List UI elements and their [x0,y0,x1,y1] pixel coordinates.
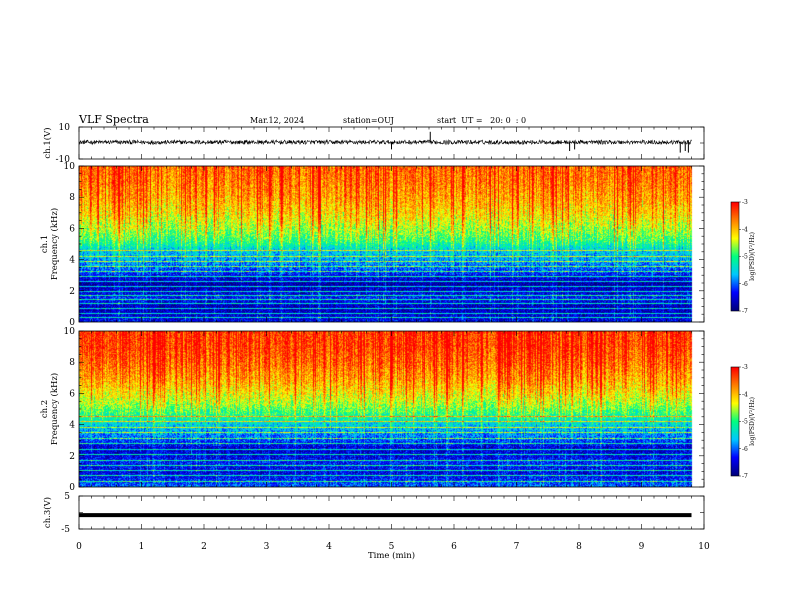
ch1-spectrogram-ylabel-channel: ch.1 [40,235,50,253]
start-ut-label: start UT = 20: 0 : 0 [437,116,526,125]
ch1-colorbar-gradient [731,202,739,311]
ch1-ytick-bottom: -10 [56,155,71,165]
ch2-spectrogram-panel: 0 2 4 6 8 10 ch.2 Frequency (kHz) -3 -4 -5 -6 -7 … [40,327,756,493]
time-axis-tick-labels: 0 1 2 3 4 5 6 7 8 9 10 [76,542,710,552]
ch3-waveform-frame [78,495,705,530]
p3-colorbar-tick-label: -6 [742,446,748,453]
ch1-colorbar: -3 -4 -5 -6 -7 log(PSD)(V²/Hz) [730,199,756,315]
ch1-spectrogram-ytick-label: 8 [69,193,75,203]
date-label: Mar.12, 2024 [250,116,304,125]
p3-colorbar-tick-label: -4 [742,391,748,398]
ch2-spectrogram-ytick-label: 2 [69,452,75,462]
time-axis-tick-label: 1 [139,542,145,552]
ch1-spectrogram-heatmap [79,166,704,322]
ch2-spectrogram-ylabel-frequency: Frequency (kHz) [49,373,60,445]
ch1-spectrogram-ytick-label: 6 [69,224,75,234]
time-axis-tick-label: 7 [514,542,520,552]
ch1-colorbar-image-holder [731,202,739,311]
time-axis-tick-label: 9 [639,542,645,552]
time-axis-tick-label: 5 [389,542,395,552]
time-axis-tick-label: 8 [576,542,582,552]
ch2-colorbar-ticks: -3 -4 -5 -6 -7 [739,364,748,480]
ch1-spectrogram-ytick-labels: 0 2 4 6 8 10 [64,162,76,328]
ch2-spectrogram-ytick-label: 8 [69,358,75,368]
p2-colorbar-tick-label: -5 [742,254,748,261]
station-label: station=OUJ [343,116,394,125]
ch2-spectrogram-ylabel-channel: ch.2 [40,400,50,418]
p2-colorbar-tick-label: -4 [742,226,748,233]
ch3-waveform-panel: 5 -5 ch.3(V) 0 1 2 3 4 5 6 7 8 9 10 Time (min) [42,492,710,561]
ch1-ytick-top: 10 [59,123,71,133]
ch2-colorbar-image-holder [731,367,739,476]
ch2-spectrogram-heatmap [79,331,704,487]
ch1-colorbar-label: log(PSD)(V²/Hz) [749,232,756,281]
figure-title: VLF Spectra [78,113,149,126]
ch1-spectrogram-ytick-label: 2 [69,287,75,297]
p3-colorbar-tick-label: -5 [742,419,748,426]
ch1-waveform-ylabel: ch.1(V) [42,127,53,158]
time-axis-tick-label: 4 [326,542,332,552]
ch1-spectrogram-panel: 0 2 4 6 8 10 ch.1 Frequency (kHz) -3 -4 -5 -6 -7 … [40,162,756,328]
ch1-waveform-trace [78,131,692,153]
ch2-spectrogram-frame [78,330,705,488]
time-axis-tick-label: 2 [201,542,207,552]
ch3-waveform-ticks [78,495,705,530]
ch2-colorbar: -3 -4 -5 -6 -7 log(PSD)(V²/Hz) [730,364,756,480]
time-axis-tick-label: 6 [451,542,457,552]
ch3-ytick-bottom: -5 [61,525,70,535]
ch1-spectrogram-ytick-label: 10 [64,162,76,172]
ch2-spectrogram-ytick-label: 0 [69,483,75,493]
p2-colorbar-tick-label: -3 [742,199,748,206]
ch2-spectrogram-ytick-label: 6 [69,389,75,399]
ch3-ytick-top: 5 [64,492,70,502]
time-axis-tick-label: 3 [264,542,270,552]
time-axis-label: Time (min) [368,550,415,561]
ch2-spectrogram-ytick-label: 10 [64,327,76,337]
ch1-spectrogram-ylabel-frequency: Frequency (kHz) [49,208,60,280]
ch1-spectrogram-ytick-label: 4 [69,256,75,266]
ch2-colorbar-label: log(PSD)(V²/Hz) [749,397,756,446]
ch1-colorbar-ticks: -3 -4 -5 -6 -7 [739,199,748,315]
p2-colorbar-tick-label: -6 [742,281,748,288]
p2-colorbar-tick-label: -7 [742,308,748,315]
ch1-waveform-panel: 10 -10 ch.1(V) [42,123,705,165]
time-axis-tick-label: 0 [76,542,82,552]
time-axis-tick-label: 10 [698,542,710,552]
ch1-waveform-frame [78,126,705,160]
ch2-spectrogram-image-holder [79,331,704,487]
ch3-waveform-ylabel: ch.3(V) [42,497,53,528]
ch1-waveform-line [78,138,692,146]
ch2-spectrogram-ytick-label: 4 [69,421,75,431]
ch2-spectrogram-ytick-labels: 0 2 4 6 8 10 [64,327,76,493]
ch1-spectrogram-frame [78,165,705,323]
ch1-spectrogram-image-holder [79,166,704,322]
ch2-spectrogram-ticks [78,330,705,488]
p3-colorbar-tick-label: -7 [742,473,748,480]
p3-colorbar-tick-label: -3 [742,364,748,371]
ch2-colorbar-gradient [731,367,739,476]
ch1-spectrogram-ytick-label: 0 [69,318,75,328]
ch1-waveform-ticks [78,126,705,160]
